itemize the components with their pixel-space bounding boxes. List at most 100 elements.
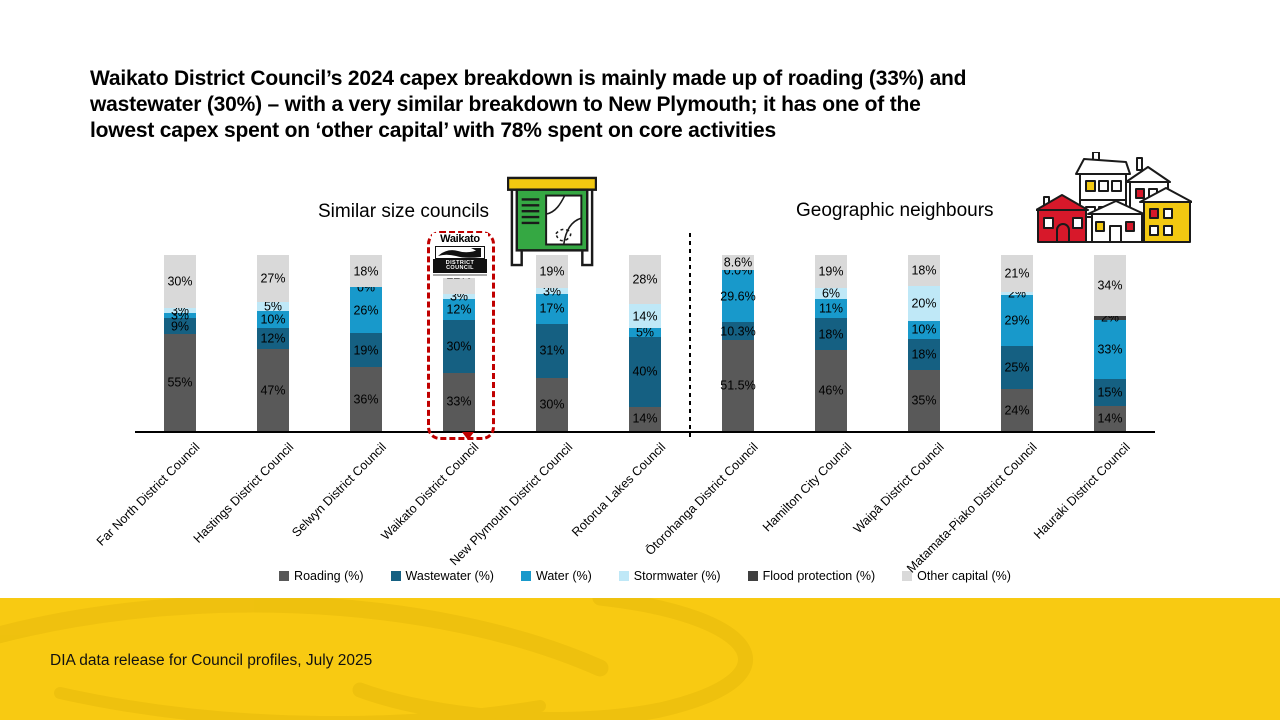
waikato-logo-swirl-icon — [435, 246, 485, 259]
segment-other — [815, 255, 847, 289]
segment-other — [257, 255, 289, 303]
segment-value-label: 25% — [1004, 360, 1030, 375]
segment-value-label: 36% — [353, 391, 379, 406]
segment-stormwater — [629, 303, 661, 329]
segment-value-label: 9% — [170, 319, 190, 334]
segment-water — [629, 328, 661, 337]
legend-label-wastewater: Wastewater (%) — [405, 569, 494, 583]
bar-selwyn-district-council: 36%19%26%0%18% — [350, 255, 382, 431]
segment-value-label: 14% — [1097, 411, 1123, 426]
segment-value-label: 40% — [632, 364, 658, 379]
bar-hamilton-city-council: 46% 18% 11% 6% 19% — [815, 255, 847, 431]
segment-stormwater — [1001, 291, 1033, 296]
segment-roading — [629, 406, 661, 431]
axis-label-hamilton-city-council: Hamilton City Council — [759, 440, 854, 535]
legend-item-stormwater: Stormwater (%) — [618, 569, 721, 583]
segment-value-label: 21% — [1004, 266, 1030, 281]
segment-roading — [164, 334, 196, 431]
segment-stormwater — [443, 293, 475, 299]
bar-new-plymouth-district-council: 30% 31% 17% 3% 19% — [536, 255, 568, 431]
segment-value-label: 26% — [353, 302, 379, 317]
segment-stormwater — [908, 286, 940, 322]
legend-item-wastewater: Wastewater (%) — [390, 569, 494, 583]
group-divider-dotted-line — [689, 233, 691, 437]
footer-band — [0, 598, 1280, 720]
waikato-logo-tagline-rule — [433, 274, 487, 276]
segment-value-label: 5% — [635, 325, 655, 340]
segment-value-label: 33% — [446, 394, 472, 409]
legend-swatch-other — [902, 571, 913, 581]
segment-value-label: 55% — [167, 375, 193, 390]
segment-value-label: 27% — [260, 271, 286, 286]
segment-wastewater — [1001, 345, 1033, 390]
group-header-geographic-neighbours: Geographic neighbours — [796, 200, 994, 221]
segment-stormwater — [815, 288, 847, 299]
axis-label-hauraki-district-council: Hauraki District Council — [1031, 440, 1133, 542]
waikato-logo-wordmark: Waikato — [440, 233, 480, 245]
legend-label-flood: Flood protection (%) — [762, 569, 876, 583]
legend-item-roading: Roading (%) — [279, 569, 364, 583]
slide-title-line-3: lowest capex spent on ‘other capital’ wi… — [90, 119, 776, 143]
segment-wastewater — [908, 338, 940, 371]
segment-wastewater — [443, 320, 475, 373]
axis-label-waikato-district-council: Waikato District Council — [379, 440, 482, 543]
segment-value-label: 8.6% — [723, 255, 753, 270]
legend-label-roading: Roading (%) — [294, 569, 364, 583]
legend-label-water: Water (%) — [535, 569, 592, 583]
segment-value-label: 33% — [1097, 342, 1123, 357]
segment-water — [536, 293, 568, 324]
segment-value-label: 10% — [260, 312, 286, 327]
segment-value-label: 29.6% — [720, 288, 756, 303]
segment-roading — [1001, 389, 1033, 431]
segment-value-label: 12% — [260, 331, 286, 346]
bar-rotorua-lakes-council: 14% 40% 5% 14% 28% — [629, 255, 661, 431]
segment-value-label: 18% — [818, 326, 844, 341]
houses-icon — [1036, 152, 1192, 243]
segment-wastewater — [722, 322, 754, 341]
segment-stormwater — [164, 307, 196, 314]
segment-value-label: 31% — [539, 343, 565, 358]
segment-water — [908, 321, 940, 339]
segment-value-label: 15% — [1097, 385, 1123, 400]
segment-flood — [1094, 316, 1126, 320]
slide-title-line-2: wastewater (30%) – with a very similar b… — [90, 93, 921, 117]
segment-value-label: 30% — [446, 339, 472, 354]
slide-title: Waikato District Council’s 2024 capex br… — [90, 66, 1185, 144]
segment-value-label: 19% — [818, 264, 844, 279]
segment-wastewater — [1094, 378, 1126, 406]
bar-torohanga-district-council: 51.5%10.3%29.6%0.0%8.6% — [720, 255, 756, 431]
segment-wastewater — [350, 333, 382, 367]
segment-value-label: 14% — [632, 411, 658, 426]
axis-label-waip-district-council: Waipā District Council — [850, 440, 947, 537]
legend-label-other: Other capital (%) — [917, 569, 1011, 583]
segment-roading — [815, 350, 847, 431]
chart-legend: Roading (%) Wastewater (%) Water (%) Stormw… — [135, 569, 1155, 583]
segment-value-label: 18% — [911, 263, 937, 278]
segment-value-label: 30% — [167, 274, 193, 289]
segment-other — [350, 255, 382, 287]
segment-stormwater — [536, 288, 568, 294]
segment-roading — [257, 349, 289, 431]
group-header-similar-size: Similar size councils — [318, 201, 490, 222]
segment-roading — [722, 340, 754, 431]
legend-swatch-water — [520, 571, 531, 581]
segment-wastewater — [164, 318, 196, 335]
segment-roading — [443, 372, 475, 431]
segment-value-label: 46% — [818, 383, 844, 398]
segment-value-label: 47% — [260, 382, 286, 397]
axis-label-rotorua-lakes-council: Rotorua Lakes Council — [568, 440, 668, 540]
segment-value-label: 20% — [911, 296, 937, 311]
segment-other — [164, 255, 196, 308]
footer-source-text: DIA data release for Council profiles, J… — [50, 652, 373, 669]
legend-item-other: Other capital (%) — [902, 569, 1011, 583]
waikato-logo-subtitle: DISTRICT COUNCIL — [433, 259, 487, 273]
segment-roading — [908, 370, 940, 431]
waikato-highlight-arrow-icon — [462, 432, 474, 440]
segment-value-label: 19% — [353, 342, 379, 357]
axis-label-torohanga-district-council: Ōtorohanga District Council — [642, 440, 761, 558]
bar-far-north-district-council: 55% 9% 3% 3% 30% — [164, 255, 196, 431]
segment-other — [908, 255, 940, 287]
segment-value-label: 51.5% — [720, 378, 756, 393]
segment-water — [1094, 319, 1126, 379]
